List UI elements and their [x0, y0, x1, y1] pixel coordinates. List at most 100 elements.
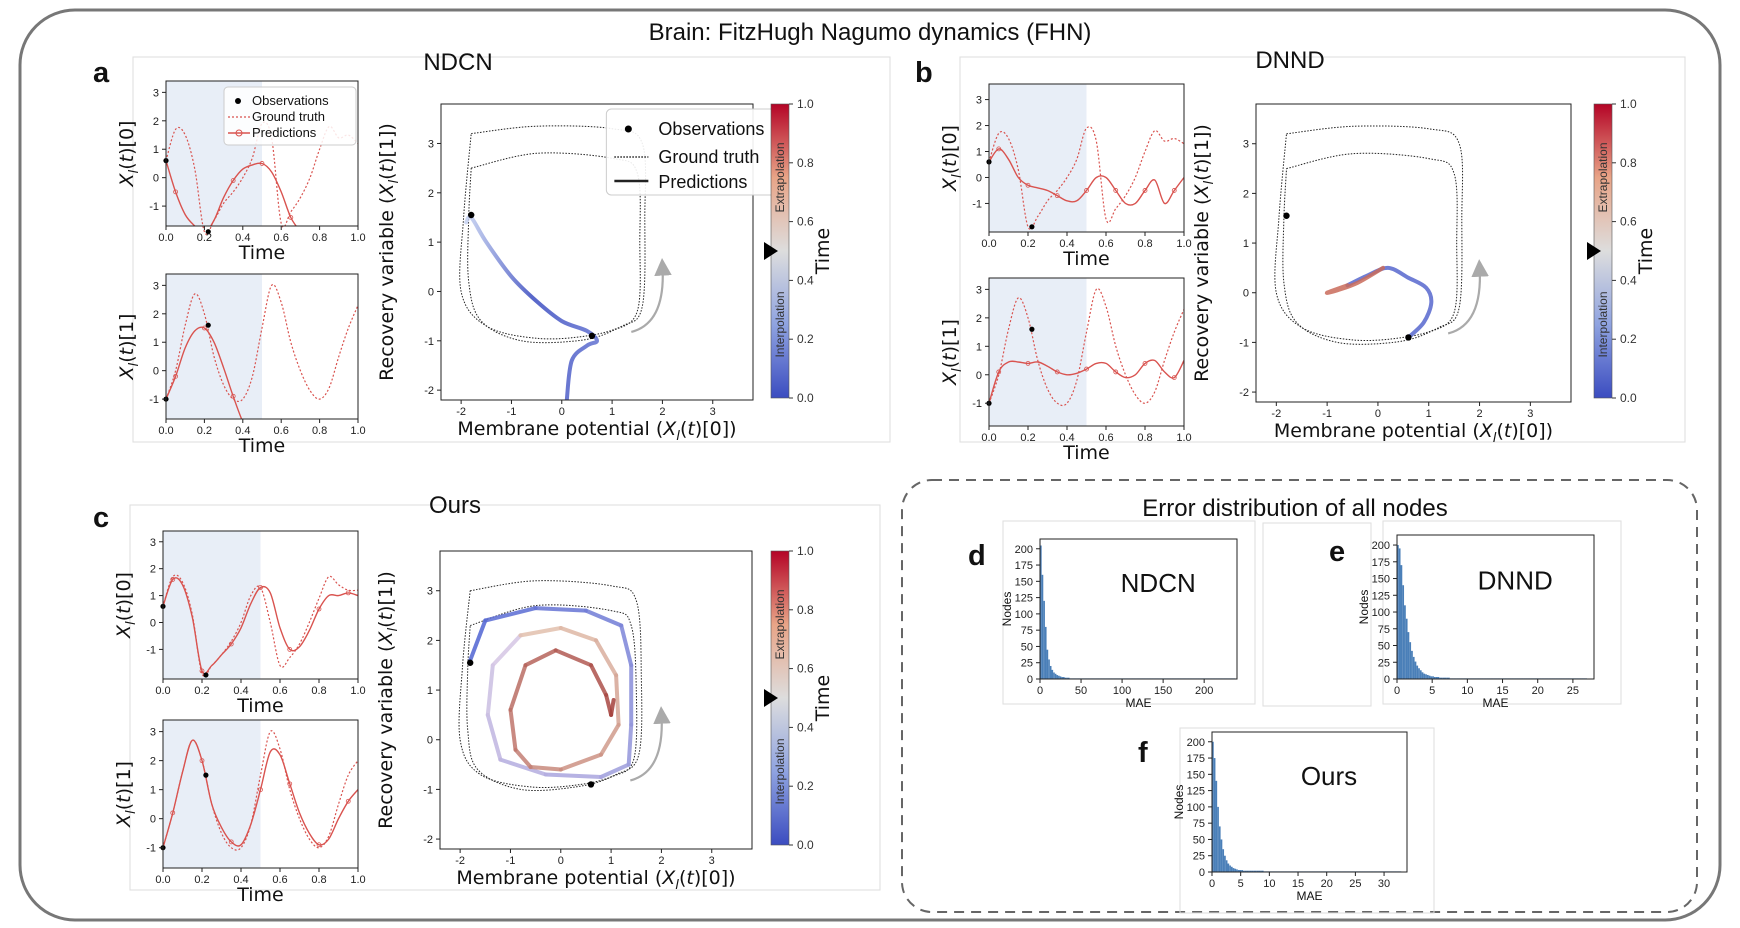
- plot-bg: [440, 551, 752, 849]
- x-axis-label: Time: [236, 695, 284, 717]
- hist-bar: [1229, 865, 1231, 872]
- hist-bar: [1234, 868, 1237, 872]
- y-axis-label-x: X: [939, 177, 961, 192]
- x-tick-label: 0: [1375, 408, 1381, 420]
- prediction-marker: [316, 606, 322, 612]
- hist-bar: [1419, 670, 1422, 679]
- hist-bar: [1237, 870, 1240, 872]
- y-tick-label: 2: [427, 635, 433, 647]
- y-tick-label: 1: [976, 341, 982, 353]
- y-tick-label: 100: [1372, 607, 1390, 619]
- x-tick-label: 5: [1238, 878, 1244, 890]
- hist-bar: [1220, 839, 1223, 872]
- prediction-marker: [996, 146, 1002, 152]
- colorbar-tick-label: 0.0: [797, 838, 814, 852]
- colorbar-tick-label: 0.4: [797, 720, 814, 734]
- x-tick-label: 100: [1113, 685, 1131, 697]
- colorbar-extrapolation-label: Extrapolation: [773, 142, 787, 212]
- hist-bar: [1066, 677, 1068, 679]
- colorbar-title: Time: [812, 675, 834, 723]
- y-axis-label: Xl(t)[1]: [116, 314, 142, 381]
- colorbar-tick-label: 0.6: [797, 662, 814, 676]
- x-tick-label: 0.6: [1098, 238, 1113, 250]
- panel-b-label: b: [915, 57, 933, 89]
- x-tick-label: 10: [1461, 685, 1473, 697]
- x-axis-label-sub: l: [676, 429, 680, 444]
- y-tick-label: 1: [1243, 238, 1249, 250]
- y-axis-label-post: )[1]: [939, 319, 961, 353]
- hist-bar: [1260, 870, 1262, 872]
- hist-bar: [1043, 600, 1045, 679]
- hist-bar: [1064, 677, 1067, 679]
- y-axis-label: Xl(t)[0]: [939, 125, 965, 192]
- y-tick-label: -2: [1239, 387, 1249, 399]
- y-tick-label: 0: [427, 735, 433, 747]
- x-tick-label: 0.6: [272, 685, 287, 697]
- y-axis-label-x: X: [375, 631, 397, 646]
- x-tick-label: 0.4: [1059, 432, 1074, 444]
- hist-bar: [1435, 676, 1438, 679]
- x-tick-label: 0.4: [235, 232, 250, 244]
- hist-bar: [1239, 870, 1242, 872]
- y-axis-label-t: (t: [375, 611, 397, 627]
- y-tick-label: -1: [424, 336, 434, 348]
- hist-bar: [1244, 870, 1247, 872]
- prediction-segment: [553, 648, 593, 668]
- y-tick-label: -1: [972, 398, 982, 410]
- y-tick-label: 150: [1187, 769, 1205, 781]
- x-axis-label-post: )[0]): [1511, 420, 1553, 442]
- y-tick-label: -1: [149, 394, 159, 406]
- hist-panel-frame: [1179, 727, 1435, 914]
- hist-bar: [1213, 758, 1216, 872]
- hist-bar: [1053, 672, 1055, 679]
- x-tick-label: 150: [1154, 685, 1172, 697]
- x-tick-label: 0.0: [981, 432, 996, 444]
- hist-bar: [1253, 870, 1256, 872]
- hist-bar: [1248, 870, 1250, 872]
- x-tick-label: 20: [1532, 685, 1544, 697]
- prediction-segment: [619, 623, 634, 668]
- y-axis-label-x: X: [1191, 184, 1213, 199]
- y-tick-label: 75: [1193, 818, 1205, 830]
- x-tick-label: 0.4: [233, 685, 248, 697]
- hist-bar: [1049, 665, 1052, 679]
- hist-bar: [1439, 677, 1441, 679]
- x-tick-label: -1: [507, 406, 517, 418]
- hist-bar: [1397, 545, 1399, 679]
- y-axis-label-sub: l: [124, 810, 139, 814]
- prediction-marker: [1171, 188, 1177, 193]
- hist-bar: [1218, 826, 1221, 872]
- y-axis-label-tvar: t: [939, 158, 961, 167]
- x-tick-label: 2: [658, 855, 664, 867]
- prediction-marker: [173, 373, 179, 379]
- plot-frame: [440, 103, 754, 401]
- hist-bar: [1227, 863, 1230, 872]
- x-tick-label: 0.2: [197, 232, 212, 244]
- x-tick-label: 25: [1349, 878, 1361, 890]
- prediction-marker: [199, 668, 205, 674]
- x-tick-label: 25: [1567, 685, 1579, 697]
- prediction-segment: [599, 722, 621, 757]
- panel-a-frame: [132, 56, 891, 443]
- hist-bar: [1067, 677, 1070, 679]
- legend-ground-truth: Ground truth: [252, 109, 325, 124]
- prediction-segment: [626, 722, 634, 767]
- x-tick-label: 0: [1037, 685, 1043, 697]
- prediction-marker: [201, 325, 207, 331]
- x-tick-label: 1.0: [1176, 432, 1191, 444]
- y-axis-label-sub: l: [1202, 181, 1217, 185]
- y-axis-label-t: (t: [116, 346, 138, 362]
- hist-bar: [1241, 870, 1243, 872]
- hist-bar: [1402, 585, 1405, 679]
- plot-frame: [1396, 534, 1595, 680]
- x-tick-label: 0.0: [158, 232, 173, 244]
- hist-bar: [1400, 565, 1403, 679]
- prediction-line: [163, 577, 358, 675]
- y-tick-label: 2: [976, 313, 982, 325]
- y-tick-label: 2: [153, 116, 159, 128]
- y-axis-label: Recovery variable (Xl(t)[1]): [375, 571, 401, 829]
- x-tick-label: 1.0: [350, 232, 365, 244]
- y-axis-label-sub: l: [387, 180, 402, 184]
- x-axis-label-tvar: t: [686, 867, 695, 889]
- plot-frame: [162, 719, 359, 869]
